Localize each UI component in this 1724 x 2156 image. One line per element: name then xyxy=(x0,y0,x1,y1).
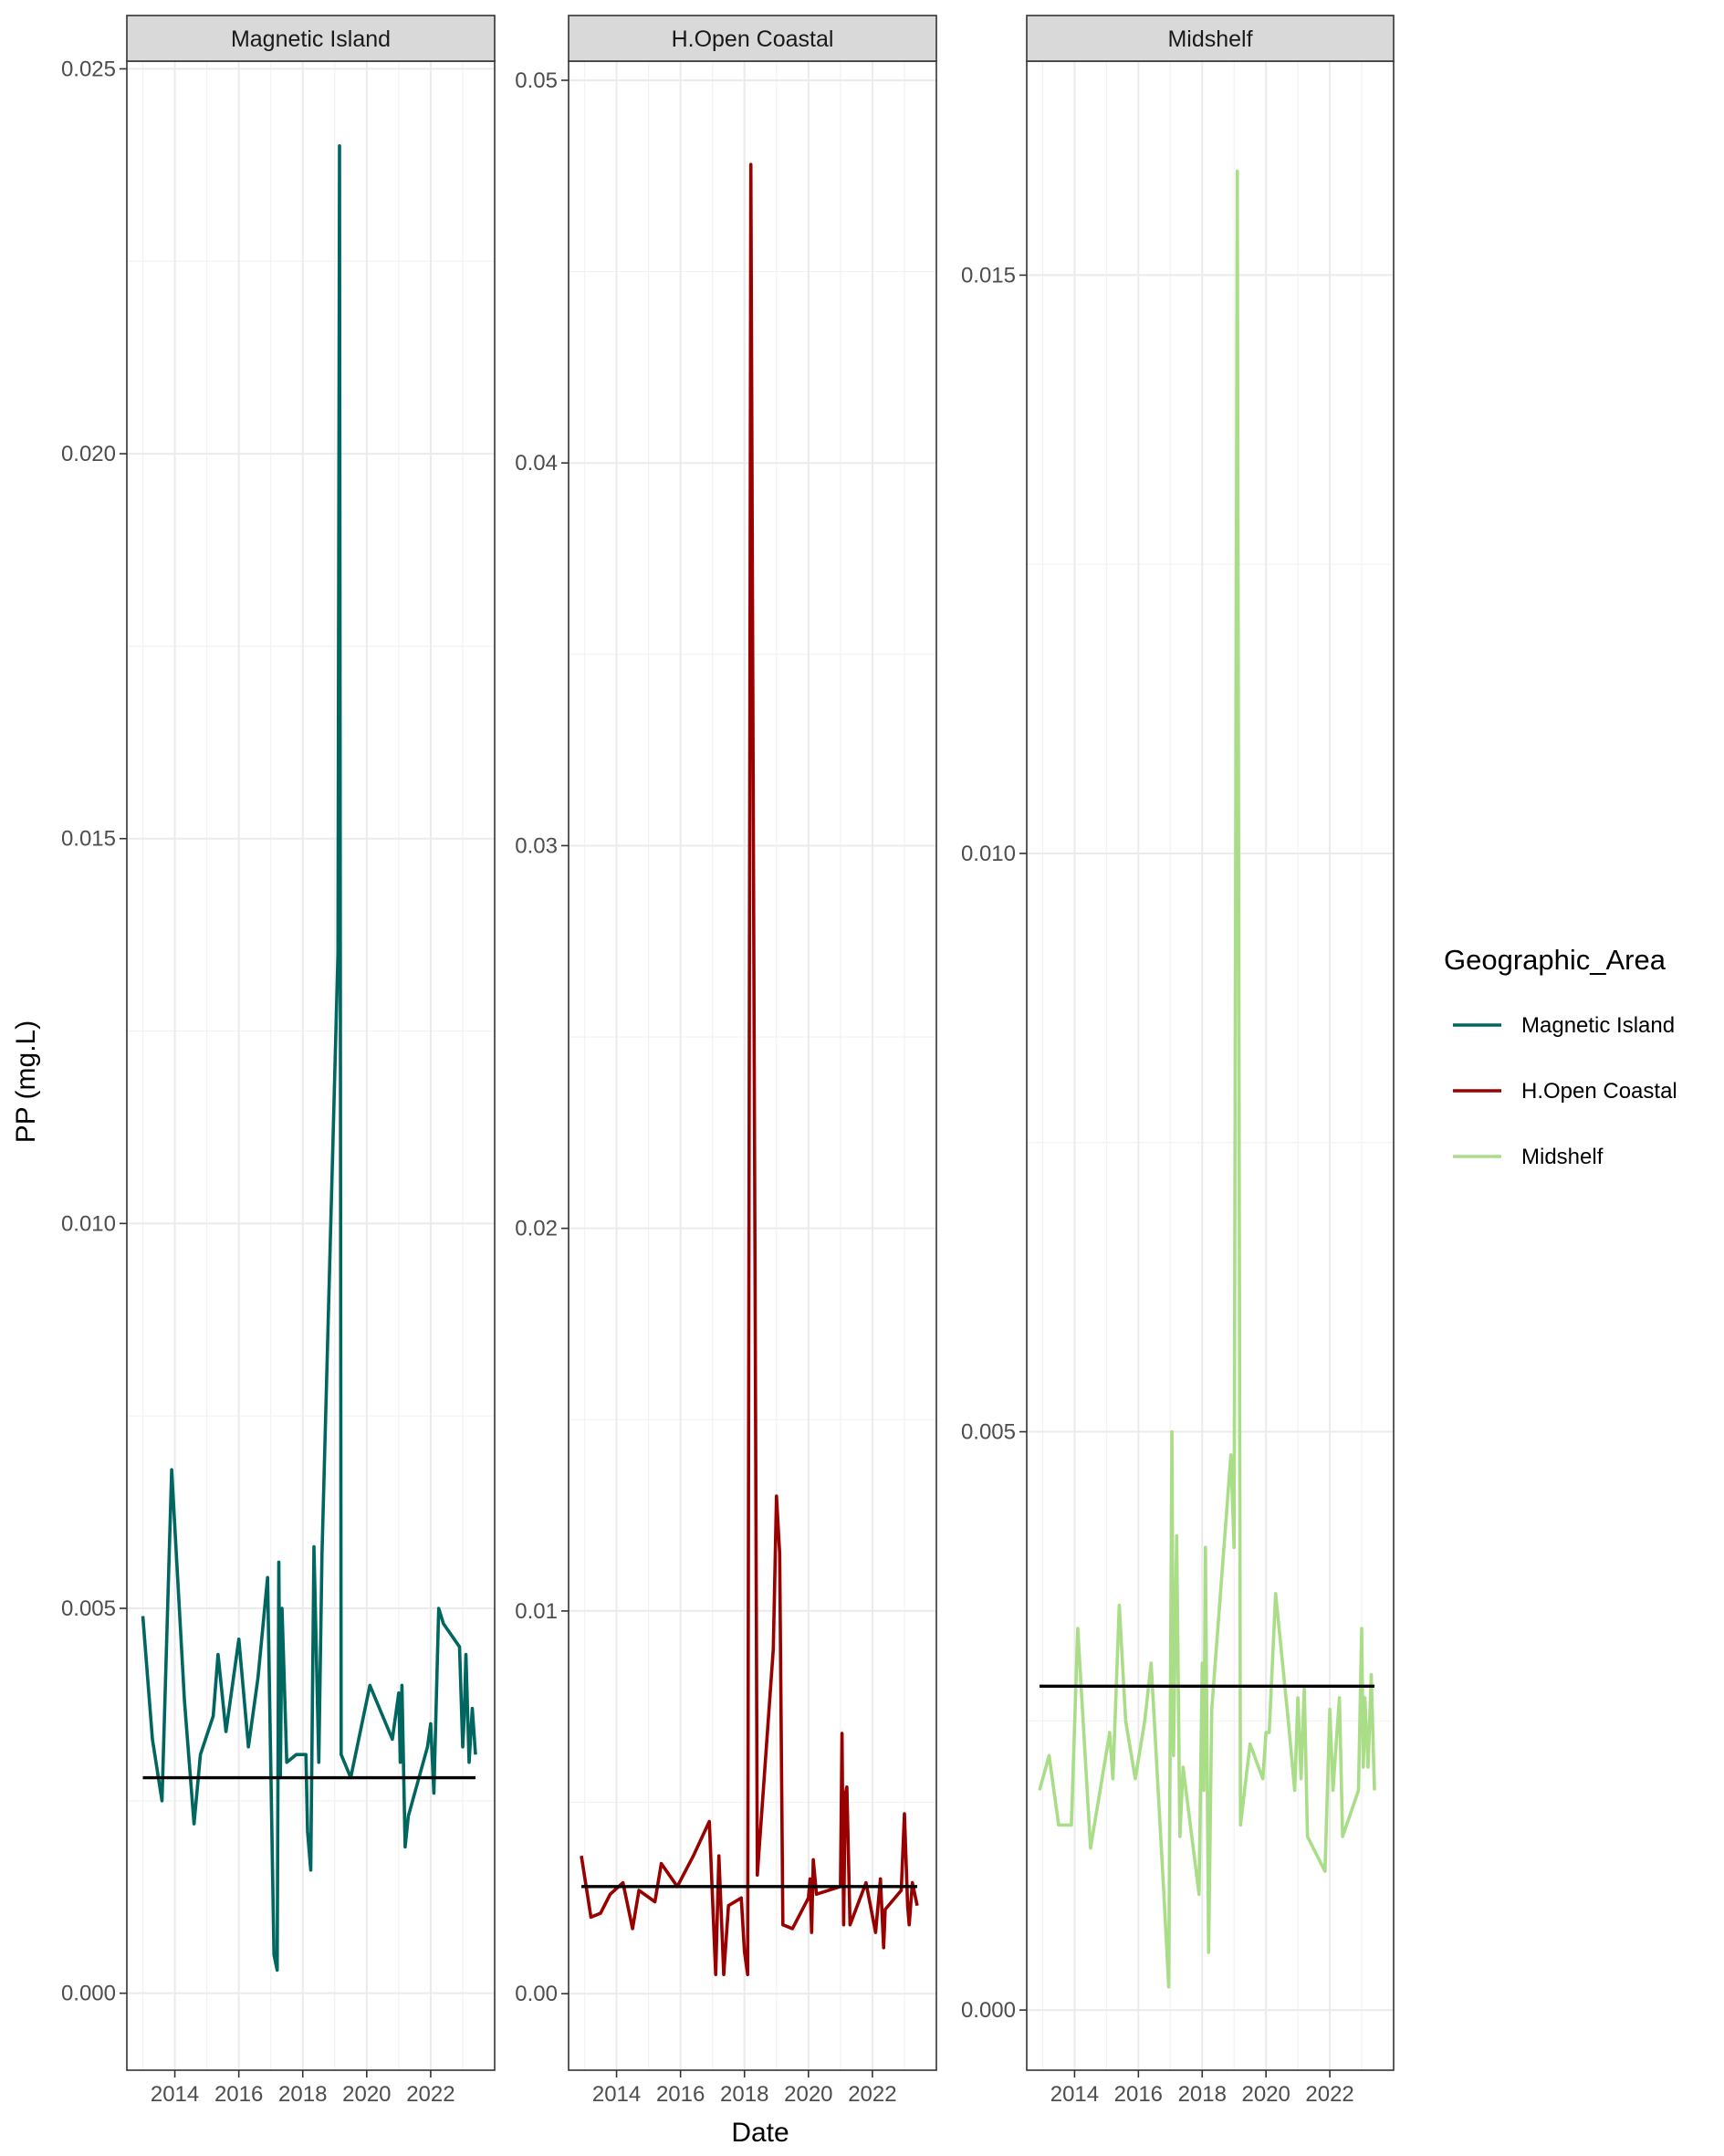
x-tick-label: 2020 xyxy=(784,2082,832,2107)
facet-strip-label: Midshelf xyxy=(1167,26,1252,52)
series-line-magnetic-island xyxy=(141,144,477,1973)
y-tick-label: 0.03 xyxy=(515,833,558,858)
x-tick-label: 2022 xyxy=(848,2082,896,2107)
x-tick-label: 2018 xyxy=(278,2082,327,2107)
x-tick-label: 2022 xyxy=(1305,2082,1353,2107)
x-axis-title: Date xyxy=(731,2118,789,2148)
y-tick-label: 0.00 xyxy=(515,1982,558,2006)
y-axis-title: PP (mg.L) xyxy=(11,1020,41,1144)
series-line-midshelf xyxy=(1038,169,1376,1989)
y-tick-label: 0.015 xyxy=(961,263,1016,288)
facet-strip xyxy=(1026,15,1395,62)
y-tick-label: 0.010 xyxy=(961,842,1016,866)
y-tick-label: 0.04 xyxy=(515,451,558,476)
legend-title: Geographic_Area xyxy=(1444,944,1667,976)
series-line-h-open-coastal xyxy=(580,162,919,1976)
legend: Geographic_Area Magnetic Island H.Open Co… xyxy=(1444,944,1677,1169)
facet-strip-label: H.Open Coastal xyxy=(672,26,834,52)
legend-label-h-open-coastal: H.Open Coastal xyxy=(1521,1079,1677,1104)
y-tick-label: 0.020 xyxy=(61,442,116,466)
y-tick-label: 0.000 xyxy=(61,1982,116,2006)
facet-panels: Magnetic Island0.0000.0050.0100.0150.020… xyxy=(61,15,1395,2107)
x-tick-label: 2018 xyxy=(1178,2082,1227,2107)
x-tick-label: 2014 xyxy=(592,2082,641,2107)
y-tick-label: 0.015 xyxy=(61,827,116,852)
facet-strip xyxy=(568,15,937,62)
y-tick-label: 0.010 xyxy=(61,1211,116,1236)
legend-label-midshelf: Midshelf xyxy=(1521,1145,1604,1169)
legend-label-magnetic-island: Magnetic Island xyxy=(1521,1013,1675,1038)
x-tick-label: 2014 xyxy=(1050,2082,1099,2107)
x-tick-label: 2020 xyxy=(342,2082,391,2107)
x-tick-label: 2016 xyxy=(214,2082,263,2107)
facet-strip xyxy=(126,15,496,62)
y-tick-label: 0.025 xyxy=(61,57,116,81)
x-tick-label: 2016 xyxy=(1114,2082,1163,2107)
y-tick-label: 0.01 xyxy=(515,1599,558,1624)
x-tick-label: 2016 xyxy=(656,2082,705,2107)
y-tick-label: 0.000 xyxy=(961,1998,1016,2023)
panel-h-open-coastal: H.Open Coastal 0.00 0.01 0.02 0.03 0.04 0.05 20… xyxy=(515,15,937,2107)
facet-strip-label: Magnetic Island xyxy=(231,26,391,52)
x-tick-label: 2014 xyxy=(151,2082,199,2107)
panel-magnetic-island: Magnetic Island 0.000 0.005 0.010 0.015 0.020… xyxy=(61,15,496,2107)
y-tick-label: 0.05 xyxy=(515,68,558,93)
panel-midshelf: Midshelf 0.000 0.005 0.010 0.015 2014 2016 2018… xyxy=(961,15,1395,2107)
x-tick-label: 2022 xyxy=(406,2082,455,2107)
x-tick-label: 2018 xyxy=(720,2082,768,2107)
y-tick-label: 0.02 xyxy=(515,1217,558,1241)
x-tick-label: 2020 xyxy=(1241,2082,1290,2107)
y-tick-label: 0.005 xyxy=(961,1420,1016,1445)
y-tick-label: 0.005 xyxy=(61,1596,116,1621)
